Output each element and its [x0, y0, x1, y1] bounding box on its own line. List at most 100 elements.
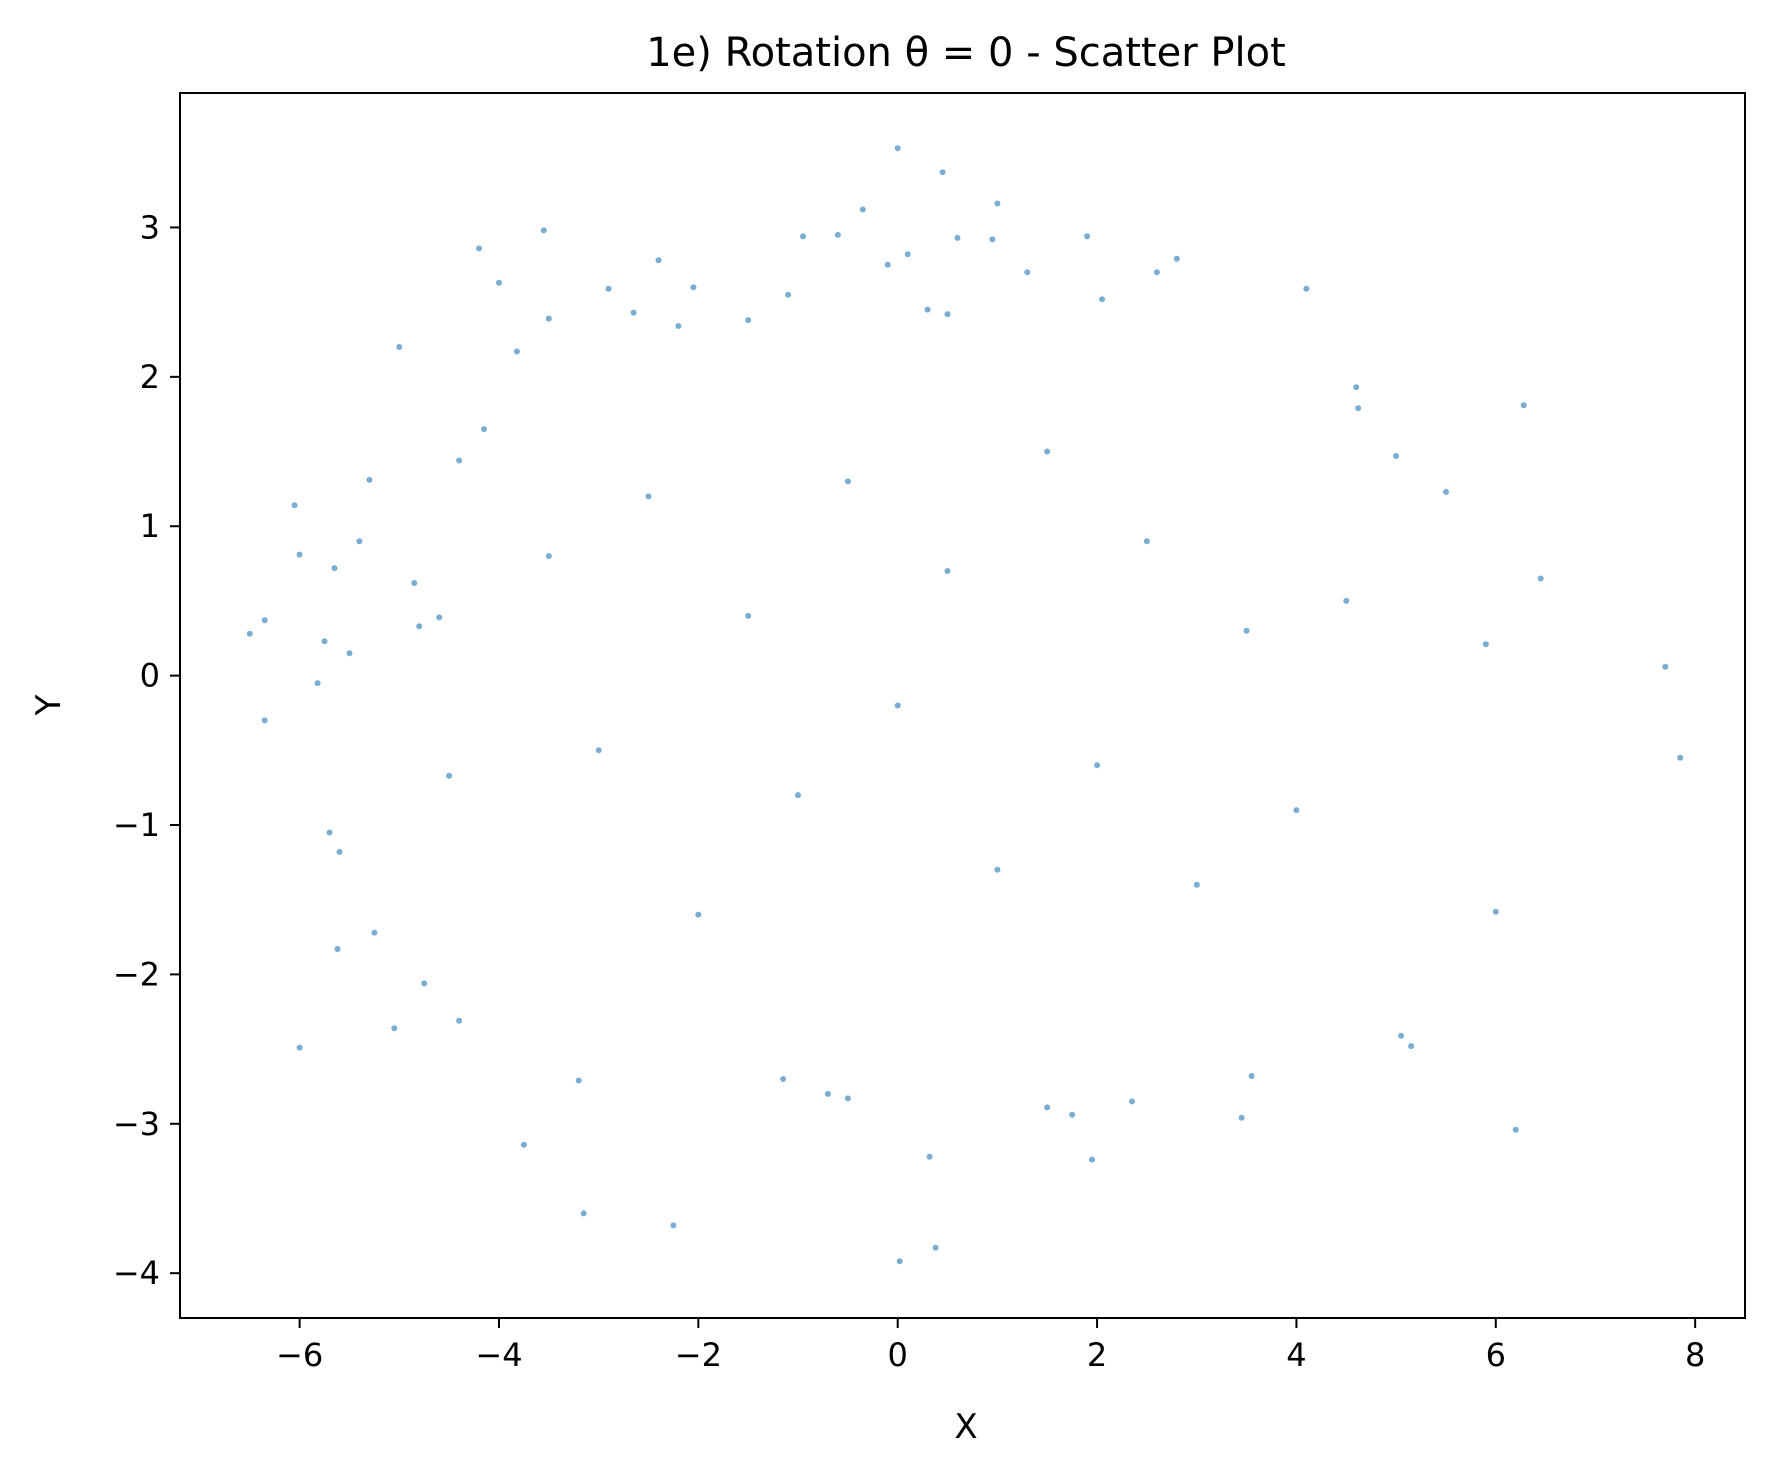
scatter-point — [246, 630, 253, 637]
scatter-point — [481, 426, 487, 433]
scatter-point — [1408, 1043, 1415, 1050]
scatter-point — [1044, 448, 1051, 455]
y-tick-label: 2 — [140, 358, 160, 396]
scatter-point — [630, 309, 637, 316]
scatter-point — [580, 1210, 587, 1217]
scatter-point — [780, 1076, 787, 1082]
scatter-point — [1069, 1111, 1076, 1118]
scatter-point — [745, 317, 752, 324]
scatter-point — [446, 772, 453, 779]
y-axis-ticks: −4 −3 −2 −1 0 1 2 3 — [113, 208, 180, 1292]
scatter-point — [421, 980, 428, 987]
scatter-point — [1173, 255, 1180, 262]
scatter-point — [894, 145, 901, 152]
scatter-point — [1153, 269, 1160, 276]
scatter-point — [366, 476, 373, 483]
scatter-point — [1099, 296, 1106, 303]
scatter-point — [296, 1044, 303, 1051]
scatter-point — [334, 946, 341, 952]
scatter-point — [1248, 1073, 1255, 1079]
scatter-point — [844, 478, 851, 485]
scatter-point — [1482, 641, 1489, 648]
scatter-point — [1243, 627, 1250, 634]
scatter-point — [261, 717, 268, 724]
scatter-point — [391, 1025, 398, 1032]
scatter-point — [496, 279, 502, 286]
scatter-point — [1662, 663, 1669, 670]
scatter-point — [1129, 1098, 1135, 1105]
scatter-point — [1677, 754, 1684, 761]
scatter-point — [1238, 1114, 1245, 1121]
scatter-point — [540, 227, 547, 234]
chart-title: 1e) Rotation θ = 0 - Scatter Plot — [646, 30, 1286, 76]
scatter-point — [884, 261, 891, 268]
scatter-point — [1089, 1156, 1096, 1163]
scatter-point — [924, 306, 931, 313]
scatter-point — [1398, 1032, 1405, 1039]
scatter-point — [1512, 1126, 1519, 1133]
x-tick-label: 4 — [1286, 1336, 1306, 1374]
scatter-point — [595, 747, 602, 754]
scatter-point — [605, 285, 612, 292]
scatter-point — [932, 1244, 939, 1251]
scatter-point — [939, 169, 946, 176]
scatter-point — [795, 792, 801, 799]
scatter-point — [944, 311, 951, 318]
scatter-point — [1492, 908, 1499, 915]
x-tick-label: −4 — [475, 1336, 522, 1374]
scatter-point — [894, 702, 901, 709]
scatter-point — [261, 617, 268, 624]
scatter-point — [994, 200, 1001, 207]
scatter-point — [476, 245, 482, 252]
x-tick-label: 2 — [1087, 1336, 1107, 1374]
scatter-point — [1024, 269, 1031, 276]
y-tick-label: −1 — [113, 806, 160, 844]
scatter-point — [785, 291, 792, 298]
scatter-point — [513, 348, 520, 355]
scatter-point — [291, 502, 298, 509]
scatter-point — [1084, 233, 1091, 240]
scatter-point — [346, 650, 353, 657]
scatter-point — [1537, 575, 1544, 582]
data-points — [246, 145, 1684, 1265]
x-tick-label: −2 — [675, 1336, 722, 1374]
scatter-point — [456, 457, 463, 464]
scatter-point — [994, 866, 1001, 873]
scatter-point — [954, 234, 961, 241]
scatter-point — [456, 1017, 463, 1024]
y-tick-label: −4 — [113, 1254, 160, 1292]
scatter-point — [989, 236, 996, 243]
scatter-point — [520, 1141, 527, 1148]
y-axis-label: Y — [29, 694, 69, 716]
scatter-point — [331, 565, 338, 572]
scatter-point — [296, 551, 303, 558]
scatter-point — [944, 568, 951, 574]
scatter-point — [1044, 1104, 1051, 1111]
scatter-point — [926, 1153, 933, 1160]
scatter-point — [321, 638, 328, 645]
scatter-point — [1143, 538, 1150, 545]
y-tick-label: −3 — [113, 1105, 160, 1143]
scatter-point — [844, 1095, 851, 1102]
scatter-point — [834, 231, 841, 238]
scatter-point — [1353, 384, 1360, 391]
x-tick-label: 8 — [1685, 1336, 1705, 1374]
scatter-point — [1094, 762, 1101, 769]
x-axis-ticks: −6 −4 −2 0 2 4 6 8 — [276, 1318, 1705, 1374]
scatter-point — [1303, 285, 1310, 292]
scatter-point — [655, 257, 662, 264]
scatter-point — [1355, 405, 1362, 412]
scatter-point — [800, 233, 806, 240]
x-tick-label: −6 — [276, 1336, 323, 1374]
x-tick-label: 6 — [1486, 1336, 1506, 1374]
scatter-point — [675, 323, 682, 329]
scatter-point — [904, 251, 911, 258]
plot-frame — [179, 92, 1746, 1319]
scatter-point — [436, 614, 443, 621]
y-tick-label: 3 — [140, 208, 160, 246]
scatter-point — [645, 493, 652, 500]
x-axis-label: X — [954, 1407, 977, 1447]
scatter-point — [1443, 488, 1449, 495]
scatter-point — [1393, 453, 1400, 459]
